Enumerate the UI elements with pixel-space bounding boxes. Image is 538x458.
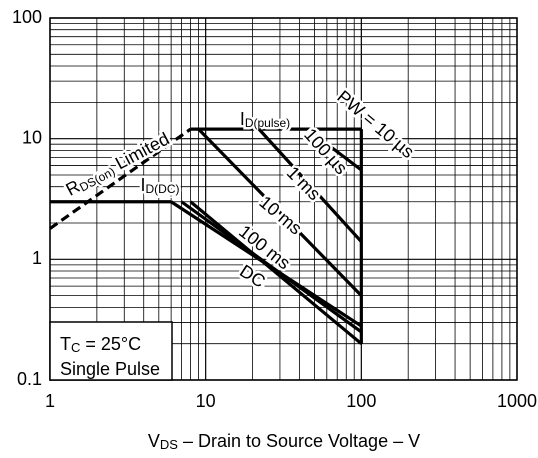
x-tick-label: 100 — [346, 391, 376, 411]
label-main: 1 ms — [283, 162, 325, 204]
series-line — [180, 200, 363, 334]
y-tick-label: 100 — [12, 7, 42, 27]
series-line — [306, 127, 363, 172]
series-line — [189, 200, 363, 345]
y-tick-label: 0.1 — [17, 369, 42, 389]
label-main: I — [140, 175, 145, 195]
label-sub: D(DC) — [146, 182, 180, 196]
x-tick-label: 1000 — [497, 391, 537, 411]
label-sub: DS(on) — [77, 164, 117, 194]
y-tick-label: 1 — [32, 248, 42, 268]
annotation-line2: Single Pulse — [60, 359, 160, 379]
series-line — [197, 127, 363, 297]
x-axis-label: VDS – Drain to Source Voltage – V — [148, 431, 420, 453]
annotation-box — [49, 321, 173, 381]
annotation-line1: TC = 25°C — [60, 334, 141, 356]
label-main: I — [240, 109, 245, 129]
plot-frame — [49, 17, 518, 381]
series-label: 100 µs — [300, 124, 351, 178]
series-line — [49, 127, 192, 230]
series-label: 1 ms — [283, 162, 325, 204]
y-tick-label: 10 — [22, 127, 42, 147]
label-sub: D(pulse) — [245, 116, 290, 130]
series-label: ID(DC) — [140, 175, 179, 196]
x-tick-label: 10 — [196, 391, 216, 411]
series-label: 10 ms — [256, 192, 306, 239]
x-tick-label: 1 — [45, 391, 55, 411]
label-main: 10 ms — [256, 192, 306, 239]
label-rest: Limited — [107, 128, 172, 175]
series-line — [257, 128, 363, 243]
label-main: 100 µs — [300, 124, 351, 178]
series-label: ID(pulse) — [240, 109, 290, 130]
